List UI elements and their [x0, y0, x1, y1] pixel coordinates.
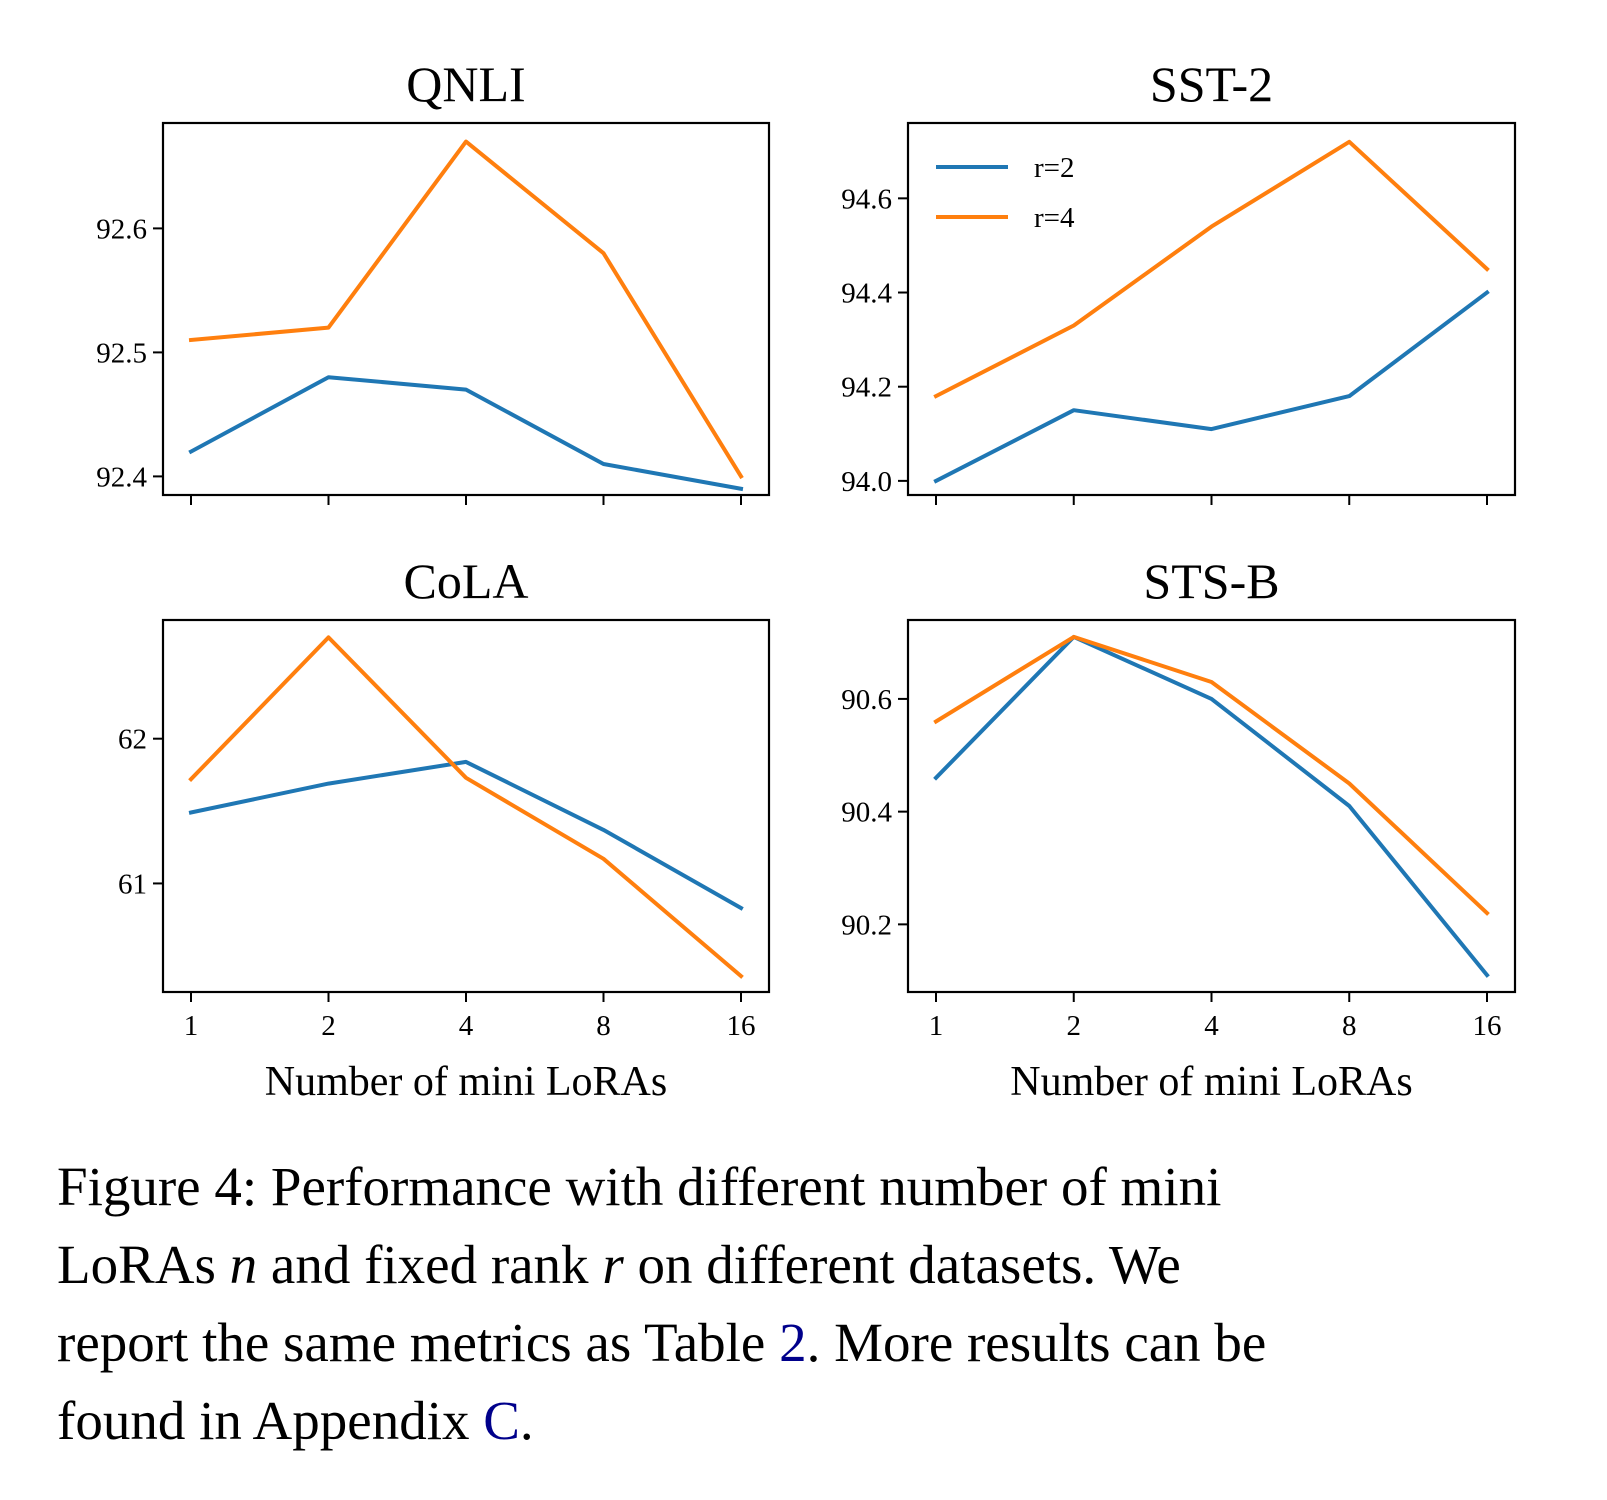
sst-2-legend-label-r-4: r=4	[1034, 202, 1075, 234]
sst-2-ytick-label: 94.6	[841, 183, 892, 215]
sts-b-ytick-label: 90.4	[841, 797, 892, 829]
cola-series-r-2	[188, 759, 744, 911]
sts-b-xtick-label: 1	[929, 1010, 944, 1042]
caption-line-1: Figure 4: Performance with different num…	[57, 1156, 1222, 1217]
sts-b-ytick-label: 90.6	[841, 684, 892, 716]
qnli-title: QNLI	[406, 56, 525, 112]
cola-ytick-label: 61	[118, 868, 147, 900]
math-n: n	[229, 1234, 258, 1295]
sts-b-xtick-label: 8	[1342, 1010, 1357, 1042]
figure-caption: Figure 4: Performance with different num…	[57, 1148, 1537, 1460]
sts-b-xtick-label: 16	[1473, 1010, 1502, 1042]
qnli-series-r-4	[188, 139, 744, 480]
sts-b-axes-frame	[906, 618, 1517, 994]
qnli-ytick-label: 92.6	[96, 213, 147, 245]
sts-b-series-r-2	[933, 634, 1490, 978]
sst-2-series-r-4	[933, 139, 1490, 399]
cola-axes-frame	[161, 618, 771, 994]
caption-line-3: report the same metrics as Table 2. More…	[57, 1312, 1267, 1373]
sts-b-series-r-4	[933, 634, 1490, 916]
sst-2-legend-label-r-2: r=2	[1034, 152, 1075, 184]
sst-2-series-r-2	[933, 289, 1490, 484]
sts-b-title: STS-B	[1143, 553, 1279, 609]
sst-2-title: SST-2	[1150, 56, 1273, 112]
sst-2-ytick-label: 94.0	[841, 466, 892, 498]
cola-title: CoLA	[404, 553, 529, 609]
caption-line-2: LoRAs n and fixed rank r on different da…	[57, 1234, 1181, 1295]
cola-ytick-label: 62	[118, 724, 147, 756]
sts-b-xtick-label: 4	[1204, 1010, 1219, 1042]
sts-b-xlabel: Number of mini LoRAs	[1010, 1059, 1412, 1105]
cola-series-r-4	[188, 635, 744, 979]
cola-xlabel: Number of mini LoRAs	[265, 1059, 667, 1105]
cola-xtick-label: 1	[184, 1010, 199, 1042]
table-2-link[interactable]: 2	[779, 1312, 807, 1373]
sts-b-xtick-label: 2	[1067, 1010, 1082, 1042]
cola-xtick-label: 8	[596, 1010, 611, 1042]
cola-xtick-label: 2	[321, 1010, 336, 1042]
qnli-ytick-label: 92.4	[96, 461, 147, 493]
sts-b-ytick-label: 90.2	[841, 909, 892, 941]
sst-2-axes-frame	[906, 121, 1517, 497]
caption-line-4: found in Appendix C.	[57, 1390, 534, 1451]
qnli-series-r-2	[188, 375, 744, 492]
cola-xtick-label: 16	[727, 1010, 756, 1042]
sst-2-ytick-label: 94.4	[841, 278, 892, 310]
math-r: r	[602, 1234, 624, 1295]
sst-2-ytick-label: 94.2	[841, 372, 892, 404]
qnli-ytick-label: 92.5	[96, 337, 147, 369]
cola-xtick-label: 4	[459, 1010, 474, 1042]
qnli-axes-frame	[161, 121, 771, 497]
appendix-c-link[interactable]: C	[483, 1390, 520, 1451]
